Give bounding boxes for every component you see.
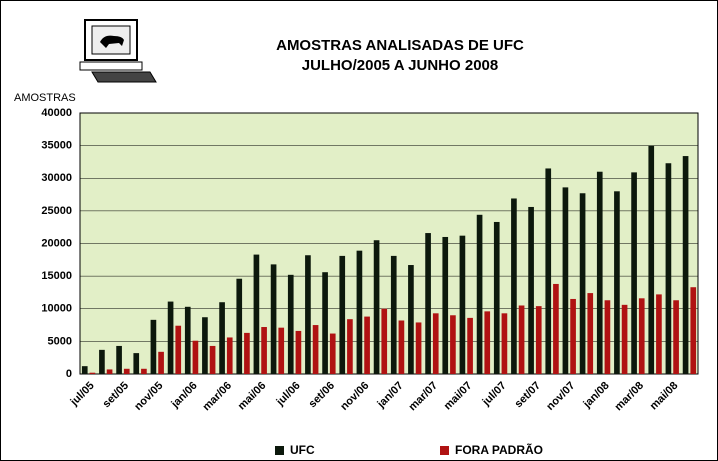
bar — [219, 302, 225, 374]
bar — [278, 328, 284, 374]
bar — [399, 320, 405, 374]
bar — [639, 298, 645, 374]
bar — [193, 341, 199, 374]
bar — [330, 334, 336, 374]
y-tick-label: 35000 — [41, 140, 72, 152]
bar — [116, 346, 122, 374]
bar — [587, 293, 593, 374]
bar — [690, 287, 696, 374]
bar — [364, 317, 370, 374]
bar — [391, 256, 397, 374]
bar — [151, 320, 157, 374]
bar — [254, 255, 260, 374]
bar — [460, 236, 466, 374]
y-tick-label: 30000 — [41, 172, 72, 184]
bar — [288, 275, 294, 374]
y-axis-label: AMOSTRAS — [14, 92, 76, 104]
bar — [622, 305, 628, 374]
y-tick-label: 5000 — [48, 335, 72, 347]
bar — [597, 172, 603, 374]
bar — [631, 172, 637, 374]
bar — [158, 352, 164, 374]
y-tick-label: 15000 — [41, 270, 72, 282]
bar — [244, 333, 250, 374]
bar — [90, 373, 96, 374]
bar — [494, 222, 500, 374]
y-tick-label: 0 — [66, 368, 72, 380]
bar — [545, 168, 551, 374]
bar — [433, 313, 439, 374]
legend-swatch — [440, 446, 449, 455]
bar — [528, 207, 534, 374]
page: {"chart_data": {"type": "bar", "title": … — [0, 0, 718, 461]
y-tick-label: 10000 — [41, 303, 72, 315]
bar — [168, 302, 174, 374]
legend-label: UFC — [290, 443, 315, 457]
bar — [124, 369, 130, 374]
bar — [614, 191, 620, 374]
bar — [450, 315, 456, 374]
bar — [519, 305, 525, 374]
bar — [477, 215, 483, 374]
bar — [425, 233, 431, 374]
y-tick-label: 20000 — [41, 237, 72, 249]
bar — [416, 322, 422, 374]
y-tick-label: 40000 — [41, 107, 72, 119]
chart-title: AMOSTRAS ANALISADAS DE UFC — [276, 37, 524, 54]
bar — [357, 251, 363, 374]
bar — [347, 319, 353, 374]
bar — [563, 187, 569, 374]
bar — [227, 337, 233, 374]
bar — [381, 309, 387, 374]
chart: AMOSTRAS ANALISADAS DE UFC JULHO/2005 A … — [0, 0, 718, 461]
bar — [296, 331, 302, 374]
bar — [107, 369, 113, 374]
bar — [502, 313, 508, 374]
bar — [339, 256, 345, 374]
bar — [99, 350, 105, 374]
bar — [666, 163, 672, 374]
bar — [683, 156, 689, 374]
bar — [313, 325, 319, 374]
bar — [322, 272, 328, 374]
bar — [210, 346, 216, 374]
bar — [673, 300, 679, 374]
bar — [648, 146, 654, 374]
bar — [553, 284, 559, 374]
bar — [175, 326, 181, 374]
legend-label: FORA PADRÃO — [455, 442, 543, 457]
legend-swatch — [275, 446, 284, 455]
y-tick-label: 25000 — [41, 205, 72, 217]
bar — [442, 237, 448, 374]
bar — [536, 306, 542, 374]
bar — [261, 327, 267, 374]
bar — [570, 299, 576, 374]
bar — [271, 264, 277, 374]
bar — [605, 300, 611, 374]
chart-subtitle: JULHO/2005 A JUNHO 2008 — [302, 57, 498, 74]
bar — [511, 198, 517, 374]
bar — [580, 193, 586, 374]
bar — [133, 353, 139, 374]
bar — [467, 318, 473, 374]
bar — [484, 311, 490, 374]
bar — [141, 369, 147, 374]
bar — [236, 279, 242, 374]
bar — [82, 366, 88, 374]
bar — [305, 255, 311, 374]
bar — [408, 265, 414, 374]
bar — [202, 317, 208, 374]
bar — [656, 294, 662, 374]
bar — [374, 240, 380, 374]
bar — [185, 307, 191, 374]
